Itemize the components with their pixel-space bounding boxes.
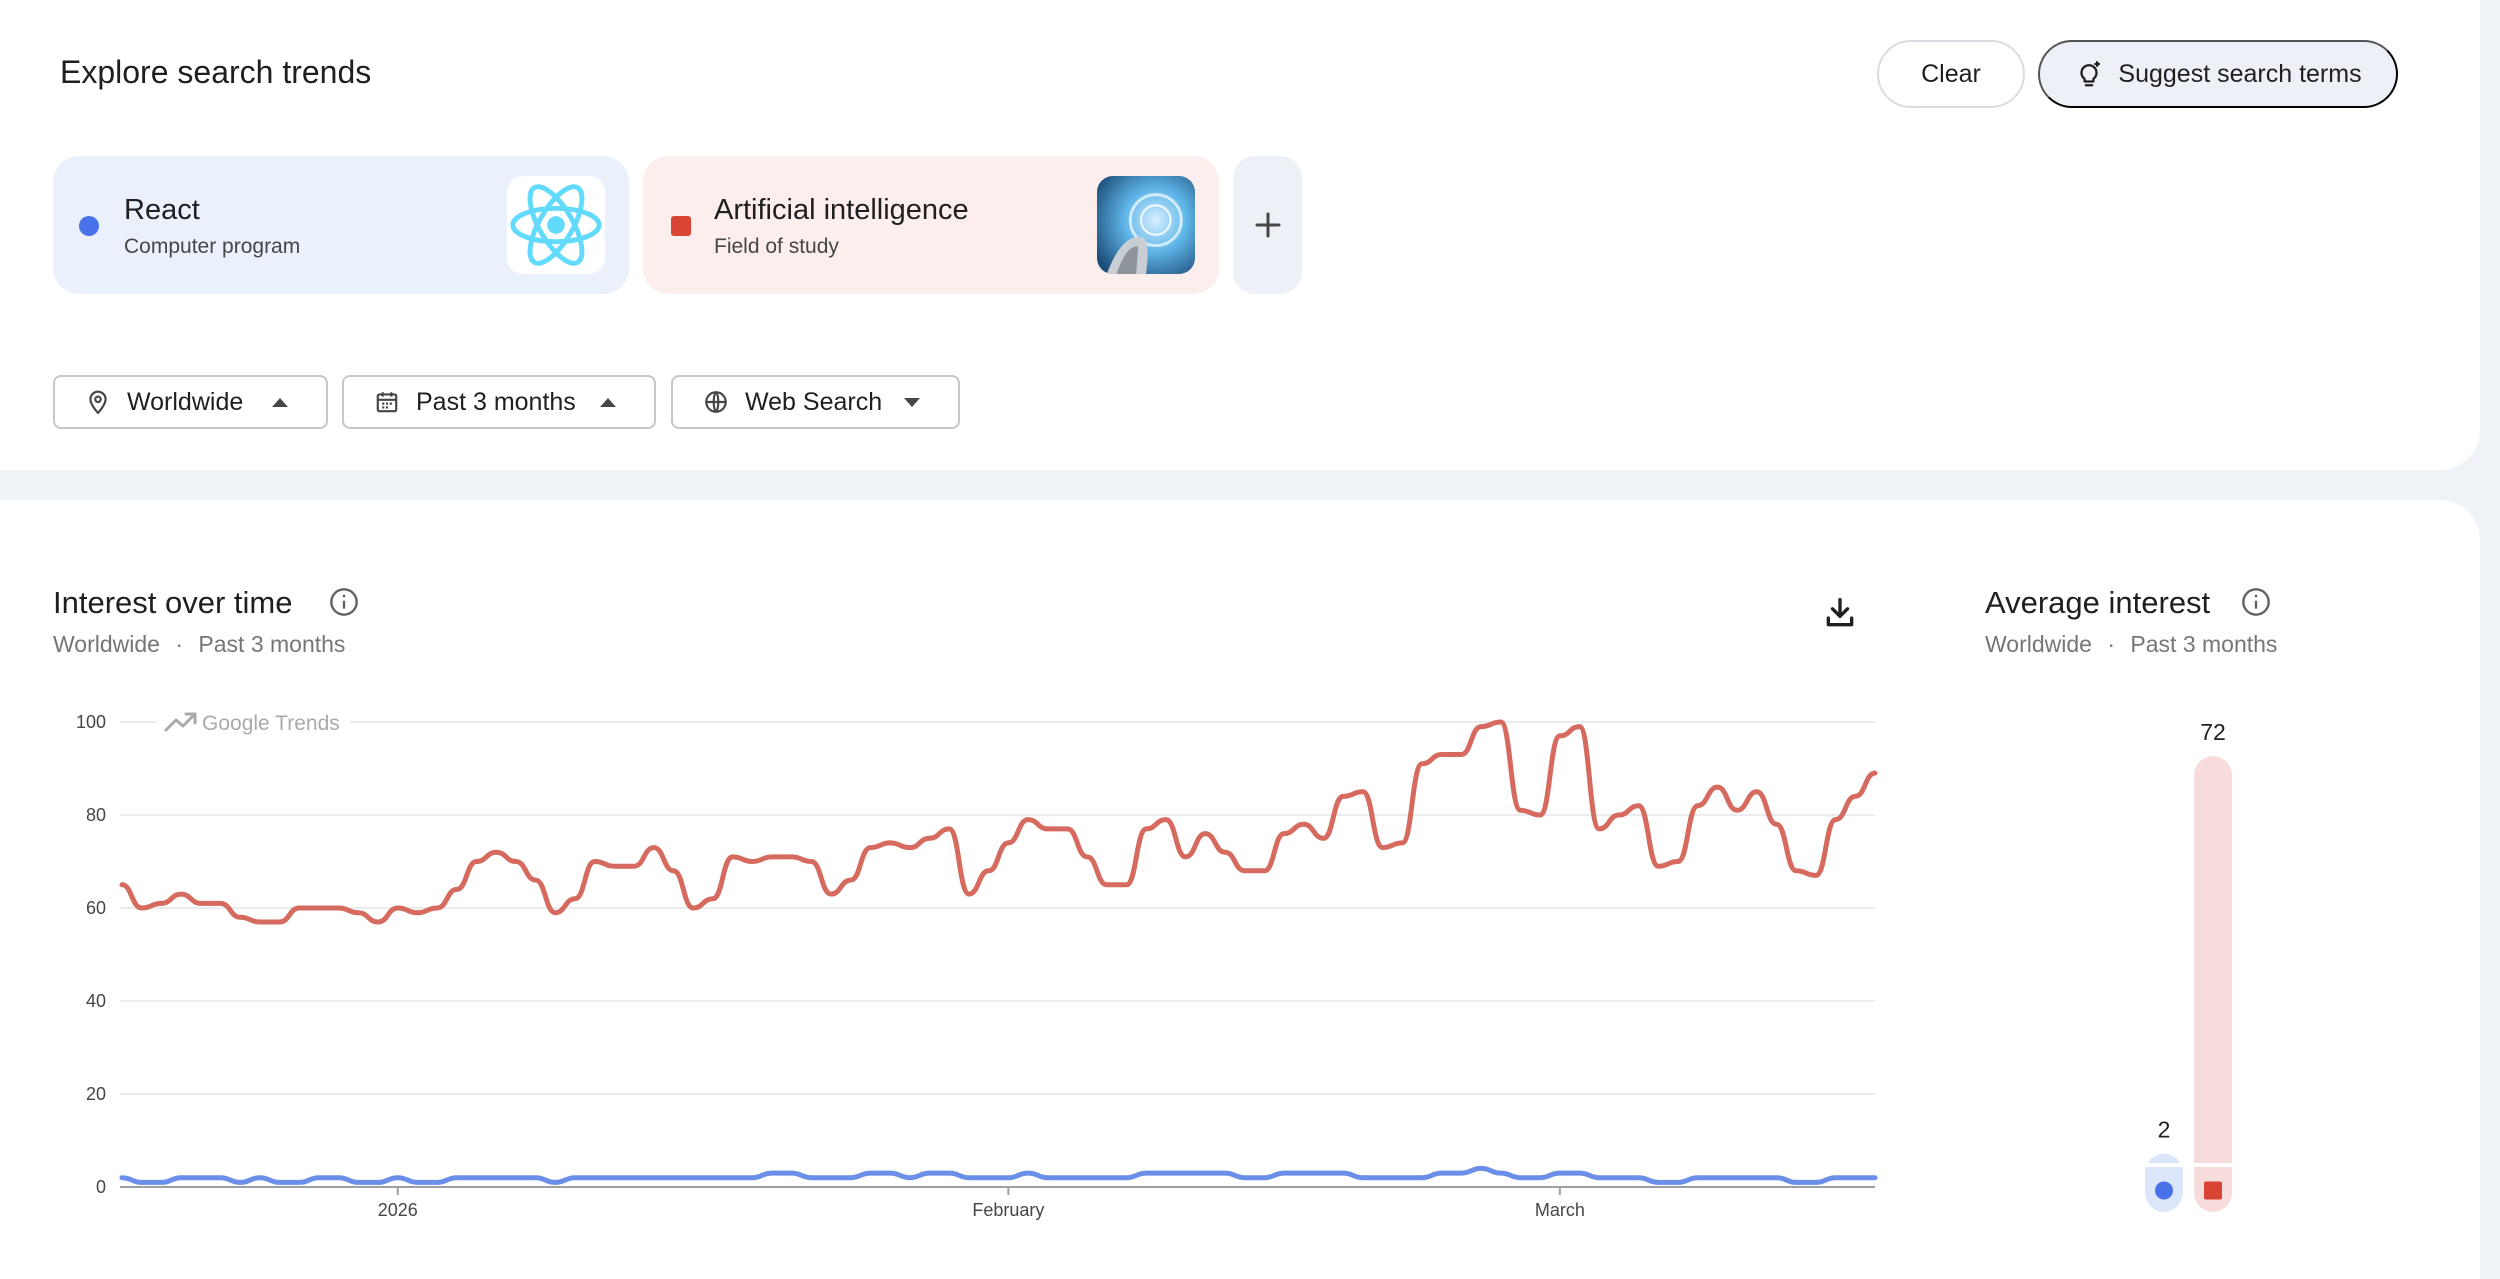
average-interest-title: Average interest (1985, 585, 2211, 620)
y-tick-label: 60 (86, 898, 106, 918)
subtitle-separator: · (2107, 631, 2116, 657)
term-type: Computer program (124, 235, 301, 258)
react-series-marker (2155, 1181, 2173, 1200)
plus-icon (1255, 212, 1280, 238)
subtitle-time-range: Past 3 months (2130, 631, 2278, 657)
series-line-artificial-intelligence[interactable] (119, 719, 1878, 925)
caret-down-icon (904, 397, 920, 407)
globe-icon (705, 391, 727, 413)
y-tick-label: 40 (86, 991, 106, 1011)
average-value-label: 72 (2200, 719, 2226, 745)
caret-up-icon (600, 397, 616, 407)
search-property-filter-label: Web Search (745, 387, 883, 416)
lightbulb-sparkle-icon (2080, 61, 2101, 87)
info-icon[interactable] (328, 586, 360, 618)
x-tick-label: March (1535, 1200, 1585, 1220)
average-bar-artificial-intelligence[interactable] (2194, 756, 2232, 1212)
calendar-icon (376, 392, 398, 413)
caret-up-icon (272, 397, 288, 407)
average-interest-chart: 2 72 (2145, 719, 2232, 1212)
y-tick-label: 20 (86, 1084, 106, 1104)
location-filter-label: Worldwide (127, 387, 244, 416)
search-term-artificial-intelligence[interactable]: Artificial intelligence Field of study (643, 156, 1219, 294)
suggest-label: Suggest search terms (2118, 59, 2362, 88)
location-pin-icon (89, 390, 107, 415)
line-chart: 0 20 40 60 80 100 Google Trends 2026 February Mar… (76, 706, 1878, 1220)
location-filter[interactable]: Worldwide (53, 375, 328, 429)
ai-series-marker (671, 216, 691, 236)
average-interest-subtitle: Worldwide · Past 3 months (1985, 631, 2277, 658)
subtitle-location: Worldwide (1985, 631, 2092, 657)
term-type: Field of study (714, 235, 839, 258)
explore-panel: Explore search trends Clear Suggest sear… (0, 0, 2480, 470)
interest-over-time-title: Interest over time (53, 585, 293, 620)
ai-series-marker (2204, 1181, 2222, 1200)
time-range-filter-label: Past 3 months (416, 387, 576, 416)
subtitle-separator: · (175, 631, 184, 657)
average-value-label: 2 (2158, 1117, 2171, 1143)
y-tick-label: 100 (76, 712, 106, 732)
suggest-search-terms-button[interactable]: Suggest search terms (2038, 40, 2398, 108)
y-tick-label: 80 (86, 805, 106, 825)
search-term-react[interactable]: React Computer program (53, 156, 629, 294)
subtitle-location: Worldwide (53, 631, 160, 657)
search-property-filter[interactable]: Web Search (671, 375, 960, 429)
google-trends-watermark: Google Trends (202, 712, 340, 735)
info-icon[interactable] (2240, 586, 2272, 618)
interest-over-time-subtitle: Worldwide · Past 3 months (53, 631, 345, 658)
add-search-term-button[interactable] (1233, 156, 1302, 294)
interest-over-time-chart: 0 20 40 60 80 100 Google Trends 2026 February Mar… (76, 706, 2232, 1220)
time-range-filter[interactable]: Past 3 months (342, 375, 656, 429)
download-icon[interactable] (1820, 593, 1860, 633)
term-name: Artificial intelligence (714, 194, 969, 226)
y-tick-label: 0 (96, 1177, 106, 1197)
ai-thumbnail-image (1097, 176, 1195, 274)
page-title: Explore search trends (60, 54, 372, 90)
x-tick-label: February (972, 1200, 1044, 1220)
x-tick-label: 2026 (378, 1200, 418, 1220)
series-line-react[interactable] (119, 1165, 1878, 1185)
trending-up-icon (164, 712, 197, 732)
clear-button[interactable]: Clear (1877, 40, 2025, 108)
subtitle-time-range: Past 3 months (198, 631, 346, 657)
react-series-marker (79, 216, 99, 236)
results-panel (0, 500, 2480, 1279)
term-name: React (124, 194, 200, 226)
react-logo-icon (507, 176, 605, 274)
